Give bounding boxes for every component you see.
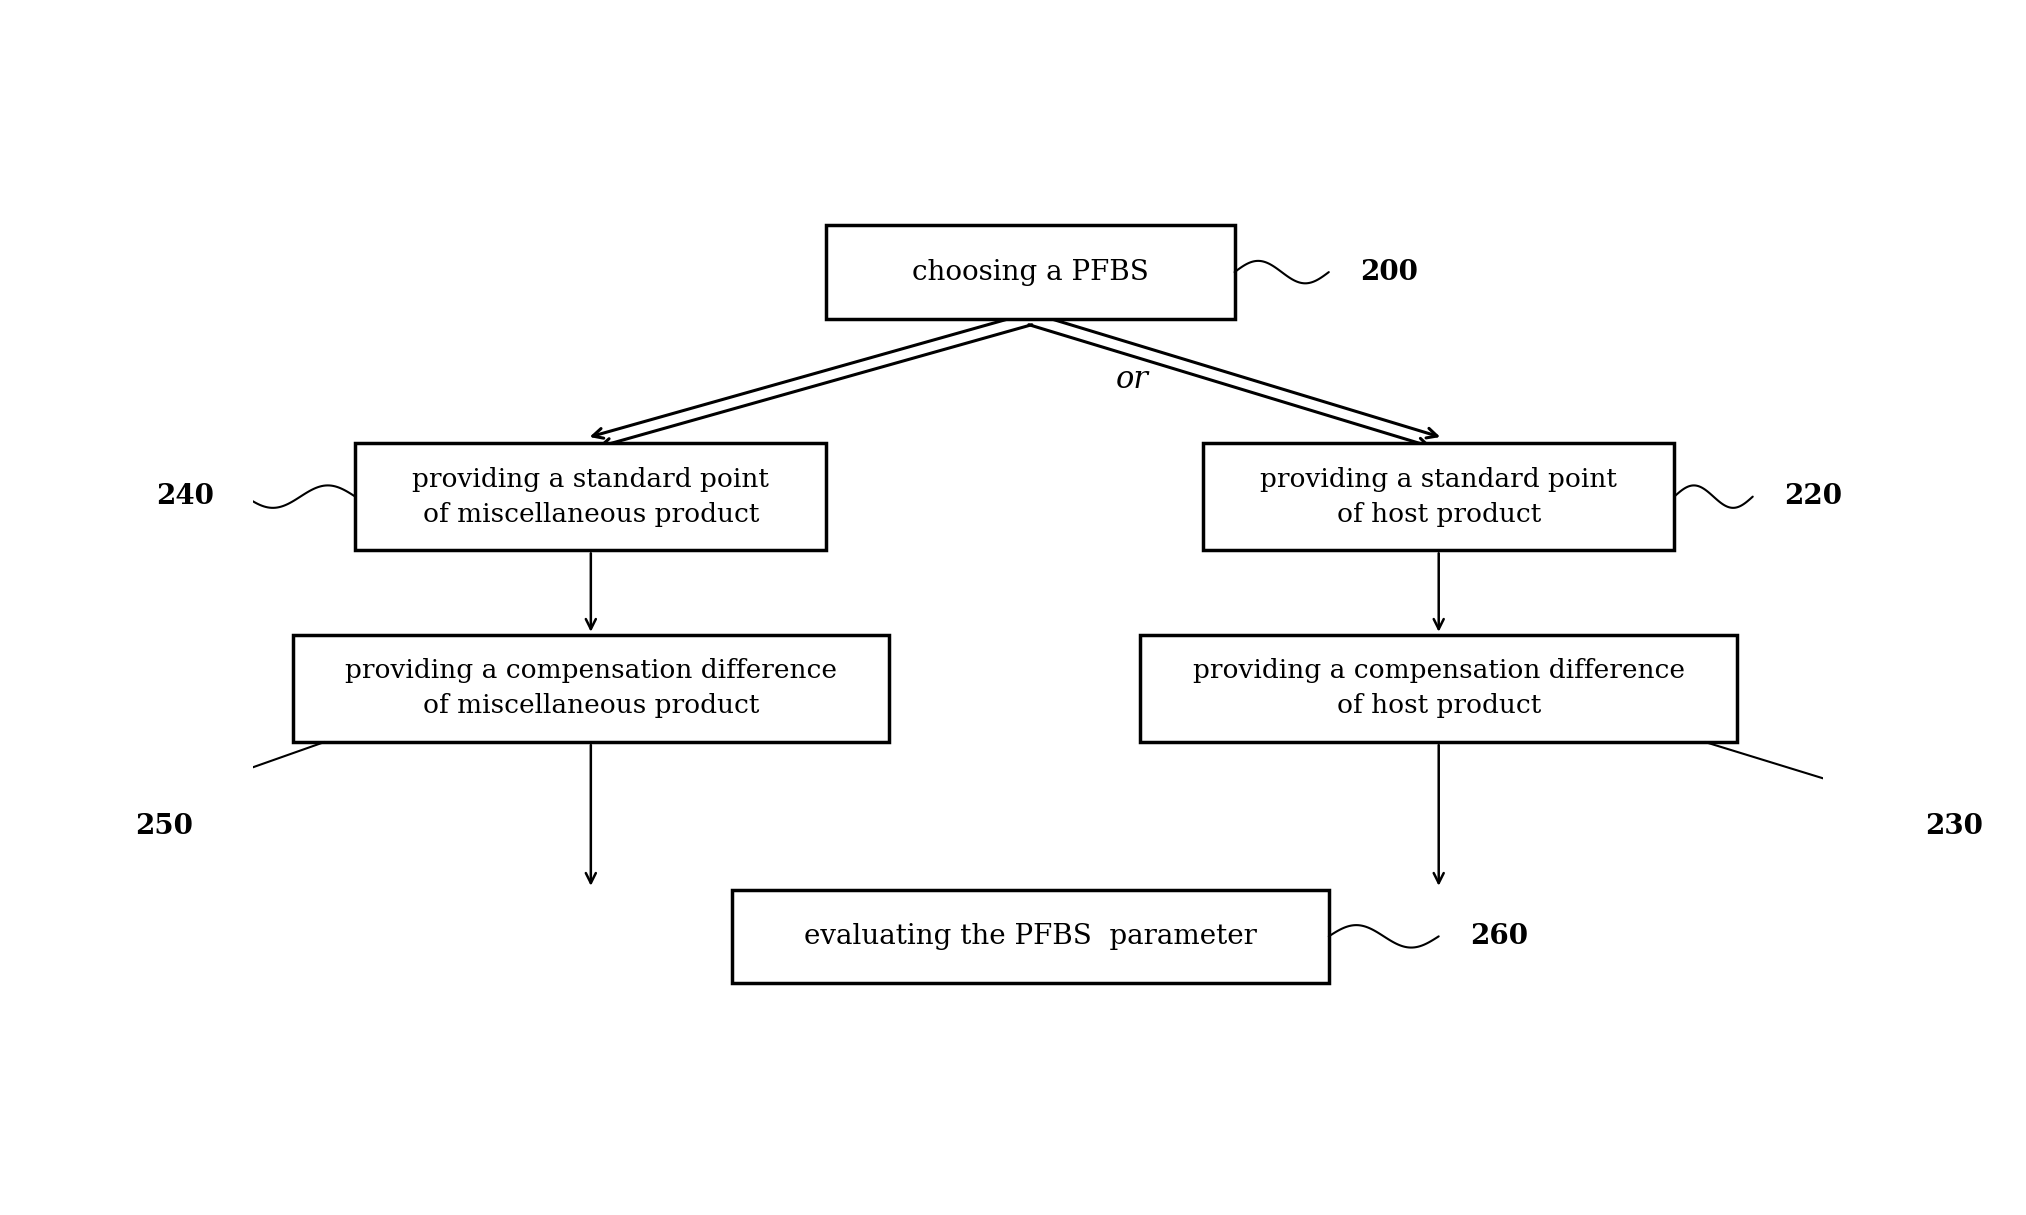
Text: or: or	[1116, 364, 1149, 395]
FancyBboxPatch shape	[292, 634, 889, 742]
Text: providing a compensation difference
of host product: providing a compensation difference of h…	[1193, 659, 1686, 718]
Text: 230: 230	[1925, 813, 1983, 840]
FancyBboxPatch shape	[1141, 634, 1736, 742]
Text: choosing a PFBS: choosing a PFBS	[912, 259, 1149, 286]
Text: 220: 220	[1785, 484, 1842, 510]
FancyBboxPatch shape	[827, 225, 1234, 318]
Text: evaluating the PFBS  parameter: evaluating the PFBS parameter	[804, 923, 1256, 950]
Text: 260: 260	[1471, 923, 1528, 950]
FancyBboxPatch shape	[731, 889, 1329, 983]
Text: 250: 250	[136, 813, 192, 840]
Text: providing a standard point
of host product: providing a standard point of host produ…	[1260, 467, 1617, 526]
Text: 200: 200	[1359, 259, 1418, 286]
FancyBboxPatch shape	[355, 442, 827, 550]
Text: providing a compensation difference
of miscellaneous product: providing a compensation difference of m…	[344, 659, 837, 718]
FancyBboxPatch shape	[1203, 442, 1673, 550]
Text: 240: 240	[156, 484, 215, 510]
Text: providing a standard point
of miscellaneous product: providing a standard point of miscellane…	[413, 467, 770, 526]
